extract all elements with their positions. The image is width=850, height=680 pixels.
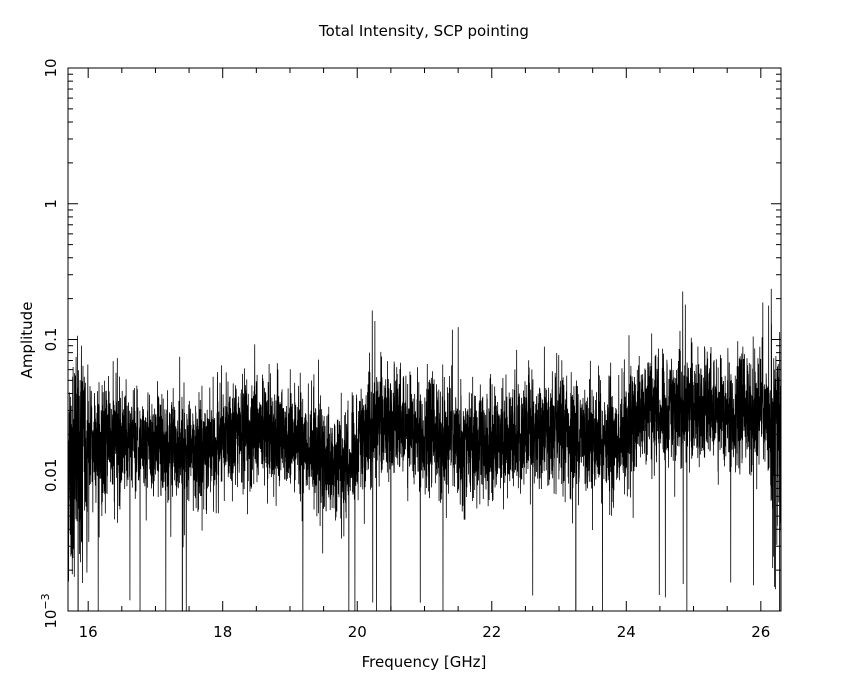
y-tick-label-base: 1: [42, 199, 60, 209]
x-tick-label: 24: [617, 623, 636, 641]
x-tick-label: 18: [213, 623, 232, 641]
x-axis: 16 18 20 22 24 26: [79, 68, 770, 641]
x-tick-label: 20: [348, 623, 367, 641]
plot-frame: [67, 67, 782, 612]
plot-area: [67, 288, 782, 612]
y-tick-label-base: 10: [42, 610, 60, 629]
y-axis-label: Amplitude: [18, 302, 36, 379]
x-tick-label: 16: [79, 623, 98, 641]
y-tick-label: 10−3: [39, 593, 60, 628]
spectrum-series-line: [67, 288, 782, 612]
y-tick-label: 0.1: [42, 328, 60, 352]
y-tick-label: 10: [42, 58, 60, 77]
x-tick-label: 26: [751, 623, 770, 641]
y-tick-label-exponent: −3: [39, 593, 52, 609]
y-tick-label-base: 0.1: [42, 328, 60, 352]
x-axis-label: Frequency [GHz]: [362, 653, 487, 671]
chart-title: Total Intensity, SCP pointing: [318, 22, 529, 40]
y-tick-label: 1: [42, 199, 60, 209]
y-tick-label-base: 0.01: [42, 459, 60, 492]
y-tick-label-base: 10: [42, 58, 60, 77]
y-tick-label: 0.01: [42, 459, 60, 492]
x-tick-label: 22: [482, 623, 501, 641]
